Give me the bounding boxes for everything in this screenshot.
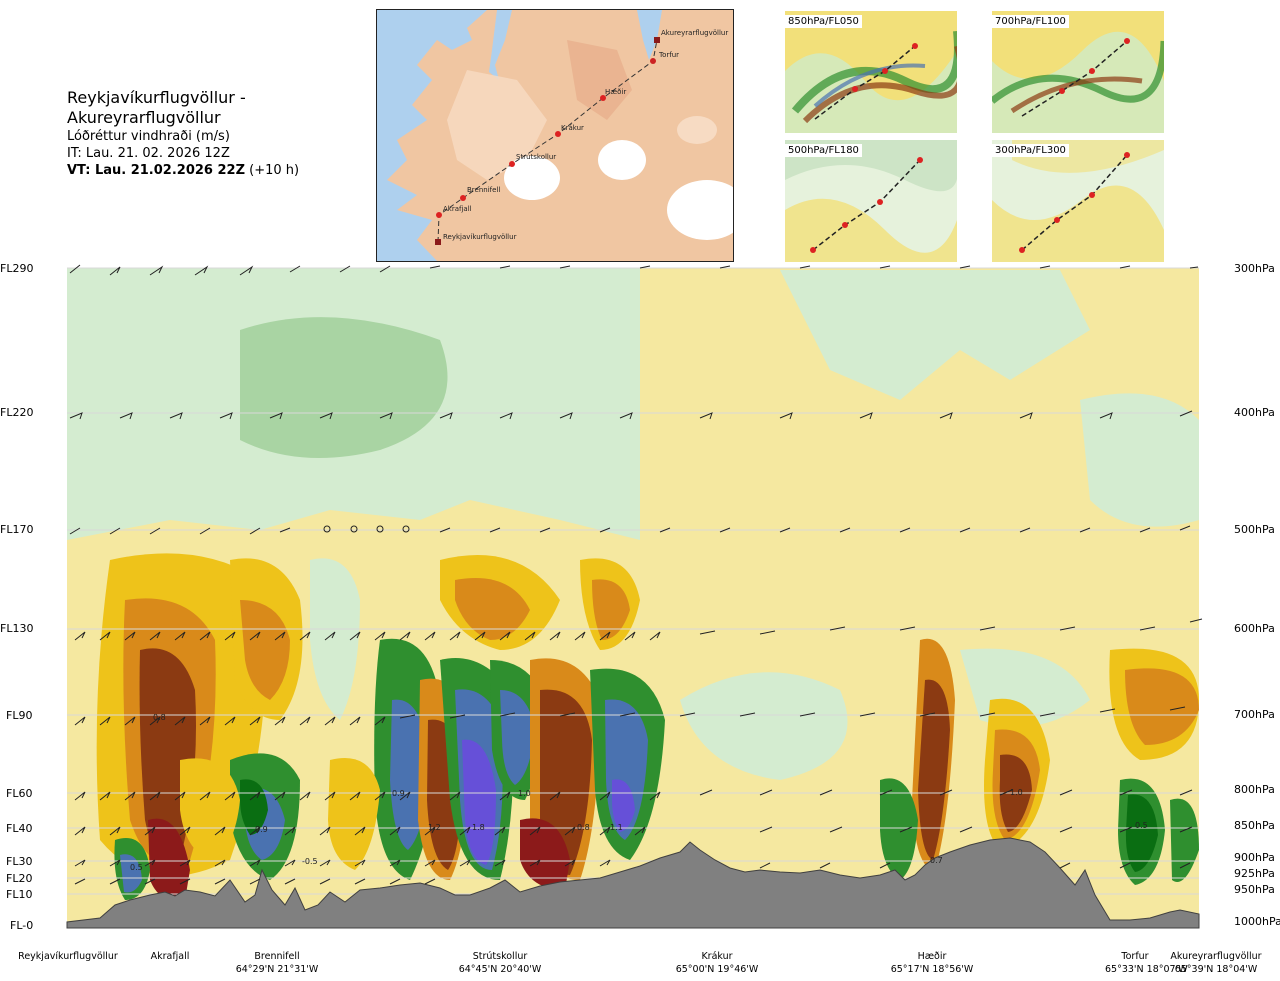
map-label-strutskollur: Strútskollur — [516, 153, 556, 161]
contour-label: 1.0 — [518, 789, 531, 798]
map-marker-akureyri — [654, 37, 660, 43]
valid-time: VT: Lau. 21.02.2026 22Z (+10 h) — [67, 162, 377, 179]
left-axis-label: FL130 — [0, 622, 34, 635]
contour-label: 0.8 — [153, 713, 166, 722]
right-axis-label: 1000hPa — [1234, 915, 1280, 928]
location-name: Brennifell — [254, 951, 300, 962]
location-label-akureyri: Akureyrarflugvöllur 65°39'N 18°04'W — [1160, 950, 1272, 976]
contour-value-labels: 0.5 0.8 0.9 -0.5 0.9 1.2 1.8 1.0 0.8 1.1… — [130, 713, 1148, 872]
contour-label: 0.7 — [930, 856, 943, 865]
location-coord: 65°00'N 19°46'W — [675, 964, 759, 975]
map-marker-reykjavik — [435, 239, 441, 245]
location-name: Krákur — [701, 951, 733, 962]
mini-map-850: 850hPa/FL050 — [785, 11, 957, 133]
route-title: Reykjavíkurflugvöllur - Akureyrarflugvöl… — [67, 88, 246, 127]
right-axis-label: 800hPa — [1234, 783, 1275, 796]
right-axis-label: 850hPa — [1234, 819, 1275, 832]
location-name: Reykjavíkurflugvöllur — [18, 951, 118, 962]
valid-time-lead: (+10 h) — [249, 163, 300, 178]
contour-label: -0.5 — [302, 857, 318, 866]
map-label-akureyri: Akureyrarflugvöllur — [661, 29, 728, 37]
left-axis-label: FL-0 — [10, 919, 34, 932]
mini-map-300-label: 300hPa/FL300 — [992, 144, 1069, 157]
left-axis-label: FL220 — [0, 406, 34, 419]
contour-label: 0.5 — [130, 863, 143, 872]
location-coord: 65°33'N 18°07'W — [1105, 964, 1188, 975]
wind-barbs — [69, 264, 1203, 885]
right-axis-label: 925hPa — [1234, 867, 1275, 880]
location-label-haedir: Hæðir 65°17'N 18°56'W — [887, 950, 977, 976]
location-name: Strútskollur — [472, 951, 528, 962]
map-label-torfur: Torfur — [658, 51, 679, 59]
mini-map-700-label: 700hPa/FL100 — [992, 15, 1069, 28]
route-map: Akureyrarflugvöllur Torfur Hæðir Krákur … — [376, 9, 734, 262]
map-label-haedir: Hæðir — [605, 88, 626, 96]
mini-map-700: 700hPa/FL100 — [992, 11, 1164, 133]
contour-label: 0.9 — [392, 789, 405, 798]
left-axis-label: FL170 — [0, 523, 34, 536]
vertical-velocity-field — [67, 268, 1199, 928]
location-coord: 64°29'N 21°31'W — [235, 964, 319, 975]
map-label-brennifell: Brennifell — [467, 186, 500, 194]
mini-map-500-label: 500hPa/FL180 — [785, 144, 862, 157]
location-label-reykjavik: Reykjavíkurflugvöllur — [14, 950, 122, 963]
mini-map-850-label: 850hPa/FL050 — [785, 15, 862, 28]
right-axis-label: 900hPa — [1234, 851, 1275, 864]
location-label-brennifell: Brennifell 64°29'N 21°31'W — [232, 950, 322, 976]
map-label-reykjavik: Reykjavíkurflugvöllur — [443, 233, 517, 241]
right-axis-label: 600hPa — [1234, 622, 1275, 635]
left-axis-label: FL10 — [6, 888, 33, 901]
terrain-profile — [66, 837, 1200, 929]
contour-label: 0.8 — [577, 823, 590, 832]
left-axis-label: FL90 — [6, 709, 33, 722]
location-coord: 65°17'N 18°56'W — [890, 964, 974, 975]
right-axis-label: 950hPa — [1234, 883, 1275, 896]
mini-map-500: 500hPa/FL180 — [785, 140, 957, 262]
contour-label: 0.5 — [1135, 821, 1148, 830]
contour-label: 1.8 — [472, 823, 485, 832]
issued-time: IT: Lau. 21. 02. 2026 12Z — [67, 146, 230, 161]
contour-label: 1.2 — [428, 823, 441, 832]
location-label-torfur: Torfur 65°33'N 18°07'W — [1105, 950, 1188, 976]
map-label-akrafjall: Akrafjall — [443, 205, 472, 213]
contour-label: 1.0 — [1010, 788, 1023, 797]
map-marker-haedir — [600, 95, 606, 101]
map-marker-krakur — [555, 131, 561, 137]
contour-label: 1.1 — [610, 823, 623, 832]
mini-map-300: 300hPa/FL300 — [992, 140, 1164, 262]
location-coord: 64°45'N 20°40'W — [458, 964, 542, 975]
location-name: Akureyrarflugvöllur — [1170, 951, 1262, 962]
location-label-strutskollur: Strútskollur 64°45'N 20°40'W — [455, 950, 545, 976]
chart-title-block: Reykjavíkurflugvöllur - Akureyrarflugvöl… — [67, 88, 377, 179]
map-label-krakur: Krákur — [561, 124, 584, 132]
contour-label: 0.9 — [255, 825, 268, 834]
map-marker-torfur — [650, 58, 656, 64]
location-label-krakur: Krákur 65°00'N 19°46'W — [672, 950, 762, 976]
right-axis-label: 300hPa — [1234, 262, 1275, 275]
map-marker-strutskollur — [509, 161, 515, 167]
left-axis-label: FL30 — [6, 855, 33, 868]
location-name: Hæðir — [917, 951, 947, 962]
left-axis-label: FL290 — [0, 262, 34, 275]
right-axis-label: 500hPa — [1234, 523, 1275, 536]
variable-title: Lóðréttur vindhraði (m/s) — [67, 129, 230, 144]
left-axis-label: FL60 — [6, 787, 33, 800]
location-name: Akrafjall — [150, 951, 190, 962]
left-axis-label: FL40 — [6, 822, 33, 835]
location-name: Torfur — [1121, 951, 1149, 962]
valid-time-date: VT: Lau. 21.02.2026 22Z — [67, 163, 246, 178]
map-marker-brennifell — [460, 195, 466, 201]
right-axis-label: 400hPa — [1234, 406, 1275, 419]
right-axis-label: 700hPa — [1234, 708, 1275, 721]
location-coord: 65°39'N 18°04'W — [1174, 964, 1258, 975]
left-axis-label: FL20 — [6, 872, 33, 885]
location-label-akrafjall: Akrafjall — [140, 950, 200, 963]
map-marker-akrafjall — [436, 212, 442, 218]
route-map-svg: Akureyrarflugvöllur Torfur Hæðir Krákur … — [377, 10, 733, 261]
